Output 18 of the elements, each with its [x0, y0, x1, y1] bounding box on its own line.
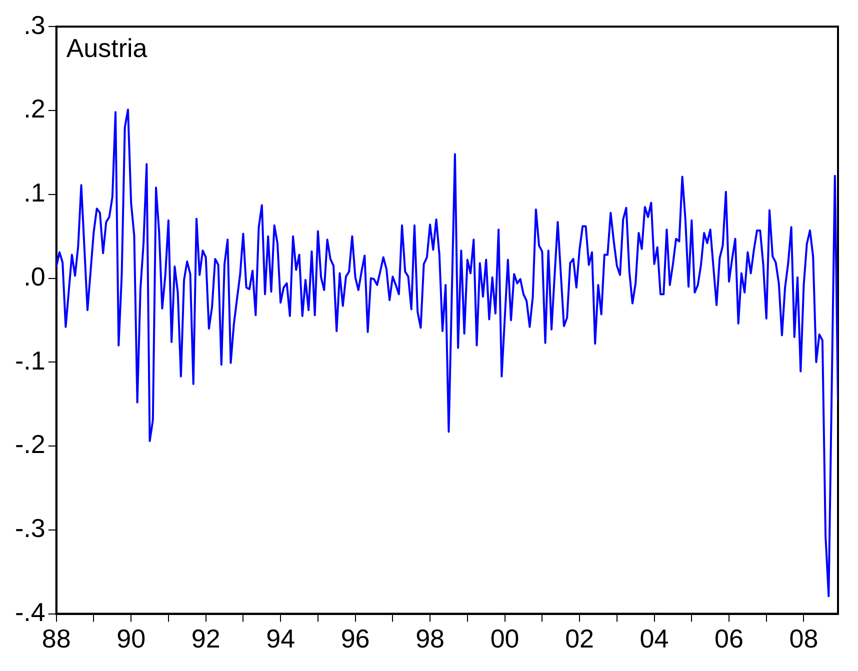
- x-tick-label: 02: [565, 624, 594, 654]
- y-tick-label: -.2: [15, 429, 46, 460]
- y-tick-label: .0: [24, 261, 46, 292]
- chart-title: Austria: [66, 32, 148, 63]
- x-tick-label: 06: [714, 624, 744, 654]
- x-tick-label: 94: [266, 624, 296, 654]
- x-tick-label: 08: [789, 624, 818, 654]
- x-tick-label: 04: [640, 624, 669, 654]
- x-tick-label: 90: [116, 624, 146, 654]
- x-tick-label: 98: [416, 624, 445, 654]
- y-tick-label: -.1: [15, 345, 46, 376]
- x-tick-label: 96: [340, 624, 370, 654]
- y-tick-label: -.3: [15, 513, 46, 544]
- y-tick-label: .3: [24, 10, 46, 40]
- y-tick-label: .1: [24, 178, 46, 208]
- y-tick-label: .2: [24, 94, 46, 124]
- x-tick-label: 00: [490, 624, 520, 654]
- x-tick-label: 92: [191, 624, 220, 654]
